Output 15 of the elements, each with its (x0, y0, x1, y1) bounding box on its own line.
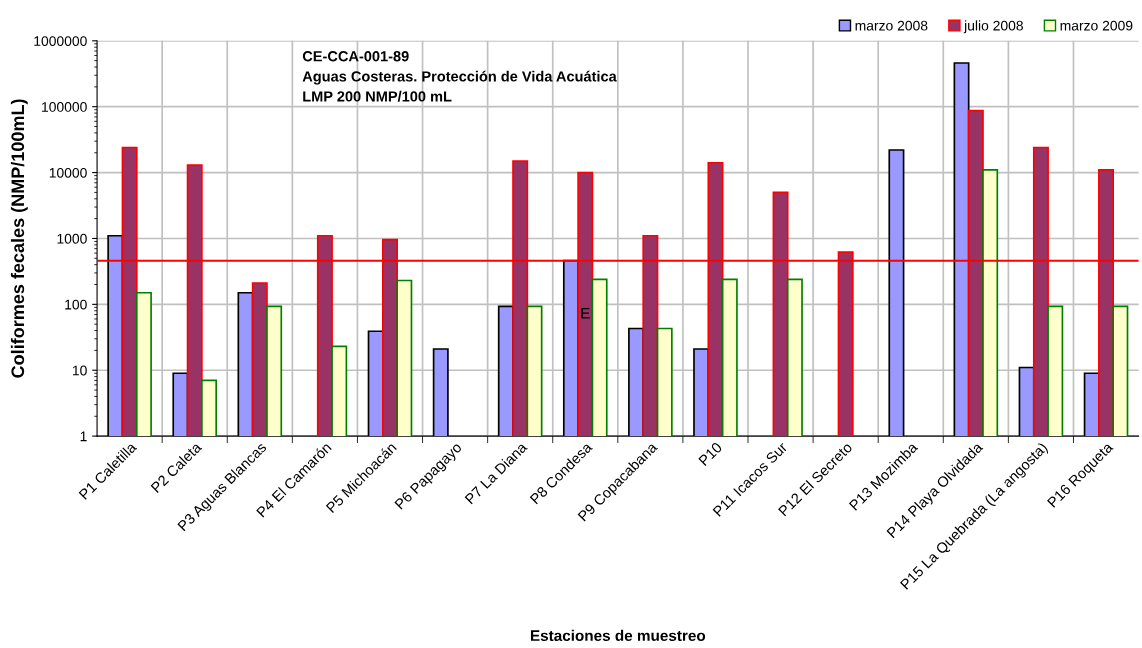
legend-label: julio 2008 (963, 20, 1023, 34)
y-tick-label: 10 (72, 365, 87, 376)
annotation: CE-CCA-001-89 Aguas Costeras. Protección de Vida Acuática LMP 200 NMP/100 mL (302, 51, 617, 102)
annotation: E (581, 307, 590, 319)
x-axis-title: Estaciones de muestreo (530, 629, 706, 642)
y-tick-label: 10000 (49, 167, 87, 178)
legend-label: marzo 2008 (855, 20, 928, 31)
legend-label: marzo 2009 (1060, 20, 1133, 31)
x-tick-label: P10 (698, 441, 723, 467)
y-axis-title: Coliformes fecales (NMP/100mL) (10, 99, 28, 378)
y-tick-label: 100 (65, 299, 87, 310)
y-tick-label: 100000 (42, 102, 87, 112)
y-tick-label: 1 (80, 431, 87, 442)
y-tick-label: 1000000 (34, 36, 87, 46)
y-tick-label: 1000 (57, 233, 87, 244)
